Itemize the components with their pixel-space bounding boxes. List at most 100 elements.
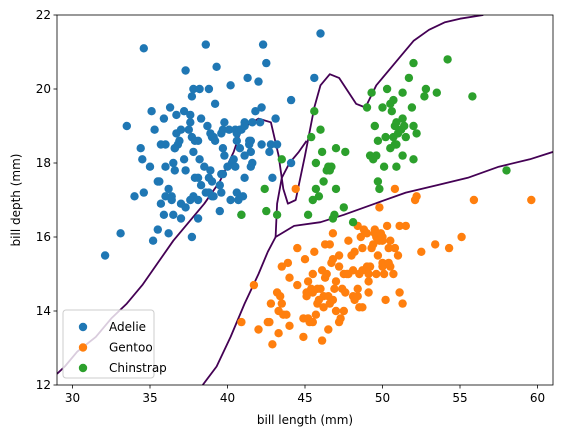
data-point [328,295,338,305]
data-point [398,299,407,308]
data-point [235,144,245,153]
data-point [358,243,367,253]
series-gentoo [237,184,536,349]
data-point [407,103,417,112]
data-point [271,114,280,123]
data-point [254,77,263,86]
data-point [260,184,269,194]
data-point [331,144,341,153]
data-point [277,299,286,308]
data-point [392,140,401,149]
data-point [382,84,392,94]
data-point [156,199,166,208]
data-point [299,332,308,342]
data-point [457,232,466,242]
data-point [257,140,266,149]
data-point [187,232,197,242]
data-point [362,262,372,271]
data-point [220,151,229,160]
data-point [420,92,429,101]
data-point [375,203,384,212]
data-point [254,325,263,334]
data-point [201,40,210,49]
legend-label-adelie: Adelie [109,320,146,334]
data-point [393,251,403,260]
data-point [139,188,148,197]
data-point [344,236,353,245]
data-point [302,292,311,301]
data-point [443,55,452,64]
y-tick-label: 12 [36,378,51,392]
data-point [161,162,170,171]
data-point [212,62,221,71]
data-point [444,243,454,253]
data-point [155,177,164,186]
data-point [147,107,156,116]
data-point [328,229,338,238]
data-point [401,221,410,231]
data-point [179,107,189,116]
data-point [364,288,373,297]
data-point [308,269,317,279]
x-axis-ticks: 30 35 40 45 50 55 60 [65,385,545,405]
data-point [246,147,255,157]
data-point [268,173,277,182]
data-point [307,132,316,142]
data-point [195,155,204,164]
data-point [341,288,350,297]
data-point [203,121,212,131]
data-point [286,95,296,105]
data-point [379,269,389,279]
y-tick-label: 18 [36,156,51,170]
data-point [164,184,173,194]
data-point [314,295,324,305]
data-point [398,114,407,123]
decision-boundary [57,15,553,385]
data-point [300,255,310,264]
data-point [262,206,271,216]
data-point [353,284,362,293]
data-point [339,203,348,212]
data-point [334,262,344,271]
data-point [286,158,296,168]
data-point [139,44,148,53]
data-point [311,158,321,168]
data-point [179,155,189,164]
data-point [266,299,276,308]
data-point [272,210,282,219]
data-point [310,247,319,256]
x-tick-label: 40 [220,391,235,405]
data-point [389,132,398,142]
data-point [339,306,348,316]
data-point [364,277,373,286]
data-point [336,314,345,323]
data-point [210,136,220,145]
data-point [189,84,198,94]
data-point [348,266,358,275]
data-point [341,147,350,157]
data-point [311,310,321,319]
data-point [330,210,339,219]
data-point [210,99,220,109]
data-point [390,243,400,253]
data-point [367,88,376,97]
x-tick-label: 45 [297,391,312,405]
data-point [293,243,302,253]
data-point [167,195,176,205]
data-point [373,251,383,260]
x-tick-label: 30 [65,391,80,405]
data-point [200,162,209,171]
data-point [186,110,195,120]
data-point [220,118,229,127]
data-point [316,29,325,38]
data-point [370,121,379,131]
data-point [193,136,203,145]
data-point [207,177,217,186]
data-point [502,166,511,175]
data-point [181,166,190,175]
data-point [272,140,282,149]
data-point [303,277,313,286]
data-point [469,195,479,205]
data-point [231,162,240,171]
data-point [395,288,404,297]
